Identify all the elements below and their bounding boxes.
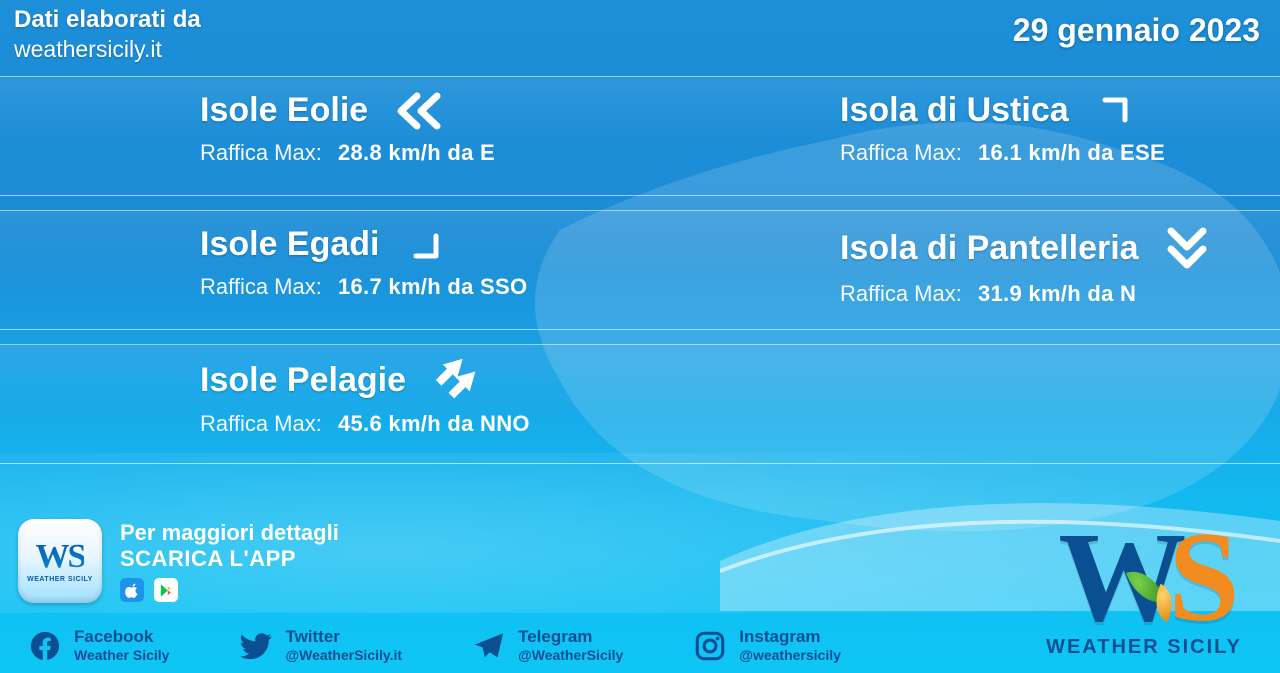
gust-value: 45.6 km/h da NNO xyxy=(338,411,530,436)
store-badges xyxy=(120,578,339,602)
social-text: Twitter @WeatherSicily.it xyxy=(285,628,402,663)
promo-text: Per maggiori dettagli SCARICA L'APP xyxy=(120,520,339,602)
social-handle: @weathersicily xyxy=(739,647,841,663)
promo-line-2: SCARICA L'APP xyxy=(120,546,339,572)
location-cell: Isola di Ustica Raffica Max: 16.1 km/h d… xyxy=(640,77,1280,195)
twitter-icon xyxy=(239,629,273,663)
app-tile-sub: WEATHER SICILY xyxy=(27,576,93,583)
social-platform: Twitter xyxy=(285,628,402,647)
locations-grid: Isole Eolie Raffica Max: 28.8 km/h da E … xyxy=(0,76,1280,464)
social-platform: Instagram xyxy=(739,628,841,647)
brand-logo: WS WEATHER SICILY xyxy=(1034,523,1254,659)
gust-value: 16.1 km/h da ESE xyxy=(978,140,1165,165)
gust-line: Raffica Max: 31.9 km/h da N xyxy=(840,281,1280,307)
app-icon-tile[interactable]: WS WEATHER SICILY xyxy=(18,519,102,603)
gust-value: 28.8 km/h da E xyxy=(338,140,495,165)
gust-line: Raffica Max: 28.8 km/h da E xyxy=(200,140,640,166)
location-name: Isole Pelagie xyxy=(200,361,406,400)
forecast-date: 29 gennaio 2023 xyxy=(1013,12,1260,49)
location-cell: Isole Eolie Raffica Max: 28.8 km/h da E xyxy=(0,77,640,195)
data-source: Dati elaborati da weathersicily.it xyxy=(14,6,201,63)
social-handle: @WeatherSicily.it xyxy=(285,647,402,663)
location-cell-empty xyxy=(640,345,1280,463)
brand-letter-w: W xyxy=(1058,506,1176,648)
gust-label: Raffica Max: xyxy=(200,411,322,436)
locations-row: Isole Pelagie Raffica Max: 45.6 km/h da … xyxy=(0,344,1280,464)
gust-label: Raffica Max: xyxy=(200,274,322,299)
social-text: Telegram @WeatherSicily xyxy=(518,628,623,663)
social-telegram[interactable]: Telegram @WeatherSicily xyxy=(472,628,623,663)
locations-row: Isole Egadi Raffica Max: 16.7 km/h da SS… xyxy=(0,210,1280,330)
gust-line: Raffica Max: 16.1 km/h da ESE xyxy=(840,140,1280,166)
gust-label: Raffica Max: xyxy=(200,140,322,165)
location-name: Isole Eolie xyxy=(200,91,368,130)
telegram-icon xyxy=(472,629,506,663)
social-text: Facebook Weather Sicily xyxy=(74,628,169,663)
social-twitter[interactable]: Twitter @WeatherSicily.it xyxy=(239,628,402,663)
social-instagram[interactable]: Instagram @weathersicily xyxy=(693,628,841,663)
social-platform: Telegram xyxy=(518,628,623,647)
app-promo: WS WEATHER SICILY Per maggiori dettagli … xyxy=(18,519,339,603)
gust-line: Raffica Max: 45.6 km/h da NNO xyxy=(200,411,640,437)
facebook-icon xyxy=(28,629,62,663)
wind-direction-icon xyxy=(1095,92,1133,130)
brand-letter-s: S xyxy=(1168,506,1229,648)
location-cell: Isole Egadi Raffica Max: 16.7 km/h da SS… xyxy=(0,211,640,329)
social-text: Instagram @weathersicily xyxy=(739,628,841,663)
wind-direction-icon xyxy=(406,226,444,264)
gust-label: Raffica Max: xyxy=(840,281,962,306)
social-facebook[interactable]: Facebook Weather Sicily xyxy=(28,628,169,663)
gust-label: Raffica Max: xyxy=(840,140,962,165)
playstore-badge-icon[interactable] xyxy=(154,578,178,602)
brand-letters: WS xyxy=(1058,523,1229,632)
social-handle: @WeatherSicily xyxy=(518,647,623,663)
wind-direction-icon xyxy=(1165,225,1209,271)
gust-value: 16.7 km/h da SSO xyxy=(338,274,527,299)
location-name: Isole Egadi xyxy=(200,225,380,264)
gust-line: Raffica Max: 16.7 km/h da SSO xyxy=(200,274,640,300)
social-platform: Facebook xyxy=(74,628,169,647)
location-cell: Isola di Pantelleria Raffica Max: 31.9 k… xyxy=(640,211,1280,329)
location-name: Isola di Ustica xyxy=(840,91,1069,130)
gust-value: 31.9 km/h da N xyxy=(978,281,1136,306)
wind-direction-icon xyxy=(395,92,445,130)
location-cell: Isole Pelagie Raffica Max: 45.6 km/h da … xyxy=(0,345,640,463)
wind-direction-icon xyxy=(432,359,482,401)
header: Dati elaborati da weathersicily.it 29 ge… xyxy=(14,6,1260,63)
socials-bar: Facebook Weather Sicily Twitter @Weather… xyxy=(28,628,841,663)
instagram-icon xyxy=(693,629,727,663)
promo-line-1: Per maggiori dettagli xyxy=(120,520,339,546)
source-line-1: Dati elaborati da xyxy=(14,6,201,34)
app-tile-letters: WS xyxy=(36,540,85,574)
locations-row: Isole Eolie Raffica Max: 28.8 km/h da E … xyxy=(0,76,1280,196)
location-name: Isola di Pantelleria xyxy=(840,229,1139,268)
source-line-2: weathersicily.it xyxy=(14,36,201,63)
weather-infographic: Dati elaborati da weathersicily.it 29 ge… xyxy=(0,0,1280,673)
social-handle: Weather Sicily xyxy=(74,647,169,663)
appstore-badge-icon[interactable] xyxy=(120,578,144,602)
